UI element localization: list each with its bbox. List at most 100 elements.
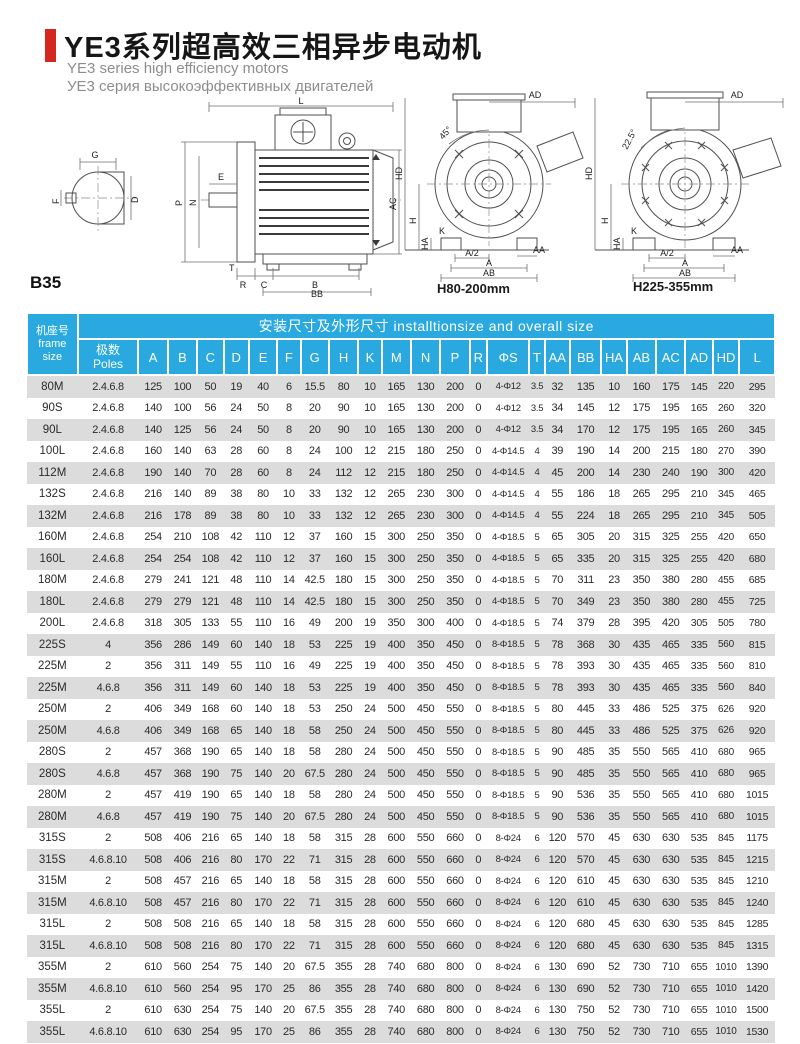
dim-cell-R: 0 <box>475 789 482 802</box>
dim-cell-ΦS: 4-Φ18.5 <box>491 596 525 608</box>
frame-size-header-cn: 机座号 <box>35 324 69 337</box>
dim-cell-L: 345 <box>748 423 766 436</box>
dim-cell-G: 42.5 <box>304 574 326 587</box>
dim-cell-N: 180 <box>416 466 435 479</box>
dim-cell-N: 350 <box>416 638 435 651</box>
poles-cell: 2 <box>105 961 111 974</box>
dim-cell-N: 550 <box>416 875 435 888</box>
poles-cell: 4.6.8.10 <box>89 853 127 866</box>
dim-cell-M: 215 <box>387 445 406 458</box>
dim-cell-T: 4 <box>534 510 540 522</box>
dim-cell-BB: 170 <box>576 423 595 436</box>
dim-cell-D: 75 <box>230 767 243 780</box>
dim-cell-K: 10 <box>364 423 376 436</box>
dim-cell-F: 16 <box>283 660 295 673</box>
dim-label-HA: HA <box>420 237 430 250</box>
dim-cell-E: 110 <box>254 552 272 565</box>
dim-cell-AD: 535 <box>690 832 708 845</box>
dim-cell-AB: 200 <box>632 445 651 458</box>
dim-cell-HA: 14 <box>608 445 620 458</box>
dim-cell-AD: 335 <box>690 681 708 694</box>
dim-cell-F: 12 <box>283 531 295 544</box>
poles-header-en: Poles <box>93 357 124 371</box>
col-header-B: B <box>166 338 199 376</box>
dim-cell-AC: 630 <box>662 918 680 931</box>
dim-cell-AB: 630 <box>632 896 651 909</box>
dim-cell-N: 250 <box>416 574 435 587</box>
col-header-BB: BB <box>568 338 603 376</box>
dim-cell-M: 265 <box>387 488 406 501</box>
dim-cell-E: 170 <box>254 982 272 995</box>
dim-cell-M: 265 <box>387 509 406 522</box>
dim-cell-AA: 39 <box>551 445 564 458</box>
dim-cell-HD: 505 <box>718 617 734 629</box>
dim-cell-A: 610 <box>144 1025 162 1038</box>
dim-cell-AC: 420 <box>662 617 680 630</box>
dim-cell-HD: 680 <box>718 746 734 758</box>
dim-cell-N: 550 <box>416 896 435 909</box>
dim-cell-L: 1315 <box>745 939 769 952</box>
dim-cell-BB: 186 <box>576 488 595 501</box>
dim-cell-AD: 410 <box>690 789 708 802</box>
dim-cell-HA: 45 <box>608 939 620 952</box>
dim-cell-L: 1420 <box>745 982 769 995</box>
dim-cell-B: 419 <box>173 789 192 802</box>
table-row: 225M 2 356 311 149 55 110 16 49 225 19 400 350 450 0 8-… <box>27 656 775 678</box>
dim-cell-R: 0 <box>475 638 482 651</box>
dim-cell-BB: 311 <box>577 574 594 587</box>
dim-cell-F: 22 <box>283 853 295 866</box>
dim-cell-T: 3.5 <box>530 402 544 414</box>
dim-cell-ΦS: 4-Φ14.5 <box>491 488 525 500</box>
dim-cell-F: 18 <box>283 746 295 759</box>
dim-cell-L: 1015 <box>745 810 769 823</box>
dim-label-HD: HD <box>394 167 404 180</box>
dim-cell-M: 500 <box>387 810 406 823</box>
table-row: 315S 2 508 406 216 65 140 18 58 315 28 600 550 660 0 8-… <box>27 828 775 850</box>
dim-cell-AB: 730 <box>632 982 651 995</box>
dim-cell-M: 300 <box>387 552 406 565</box>
poles-cell: 2 <box>105 746 111 759</box>
col-header-ΦS: ΦS <box>485 338 531 376</box>
dim-label-AA: AA <box>731 245 743 255</box>
dim-cell-R: 0 <box>475 961 482 974</box>
col-header-AD: AD <box>684 338 714 376</box>
frame-size-cell: 180M <box>37 574 67 587</box>
dim-cell-HA: 23 <box>608 595 620 608</box>
dim-cell-H: 355 <box>334 982 353 995</box>
dim-cell-AB: 630 <box>632 918 651 931</box>
dim-cell-B: 368 <box>173 767 192 780</box>
dim-cell-C: 190 <box>201 746 220 759</box>
dim-cell-D: 65 <box>230 724 243 737</box>
dim-cell-E: 40 <box>257 380 269 393</box>
dim-cell-AB: 435 <box>632 681 651 694</box>
dim-cell-H: 315 <box>334 939 353 952</box>
dim-cell-AB: 730 <box>632 1004 651 1017</box>
dim-cell-G: 71 <box>308 939 321 952</box>
dim-cell-K: 24 <box>364 703 376 716</box>
poles-cell: 2.4.6.8 <box>92 402 124 415</box>
dim-cell-B: 140 <box>173 488 192 501</box>
dim-cell-ΦS: 8-Φ24 <box>495 961 521 973</box>
dim-cell-AA: 78 <box>551 681 564 694</box>
dim-cell-AC: 465 <box>662 660 680 673</box>
dim-cell-D: 80 <box>230 939 243 952</box>
dim-cell-P: 550 <box>446 703 464 716</box>
frame-size-cell: 112M <box>38 466 67 479</box>
dim-cell-H: 315 <box>334 918 353 931</box>
poles-cell: 2.4.6.8 <box>92 595 124 608</box>
dim-cell-B: 178 <box>173 509 192 522</box>
dim-cell-B: 311 <box>174 660 191 673</box>
dim-cell-AA: 130 <box>548 982 567 995</box>
dim-cell-G: 24 <box>308 466 321 479</box>
dim-cell-R: 0 <box>475 767 482 780</box>
dim-cell-M: 500 <box>387 724 406 737</box>
dim-cell-A: 508 <box>144 853 162 866</box>
poles-cell: 2 <box>105 703 111 716</box>
frame-size-cell: 225S <box>38 638 66 651</box>
dim-cell-C: 149 <box>201 681 220 694</box>
dim-cell-T: 6 <box>534 1026 540 1038</box>
dim-cell-HA: 23 <box>608 574 620 587</box>
dim-cell-HD: 220 <box>718 381 734 393</box>
dim-cell-F: 18 <box>283 918 295 931</box>
dim-cell-AC: 215 <box>662 445 680 458</box>
